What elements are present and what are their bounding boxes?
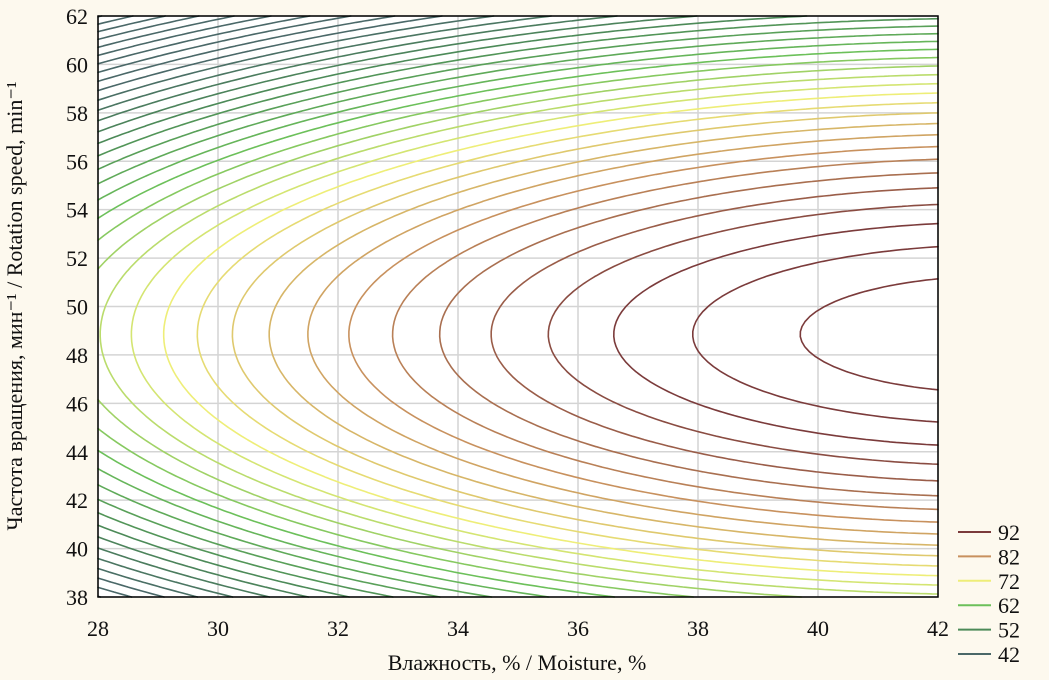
contour-level-52 [97,15,808,598]
contour-level-94 [692,245,939,423]
contour-level-66 [97,65,939,598]
contour-level-68 [99,73,939,595]
contour-level-58 [97,32,939,598]
y-tick-label: 54 [66,198,88,223]
y-tick-label: 60 [66,52,88,77]
contour-level-80 [307,133,939,535]
contour-level-84 [391,158,939,511]
plot-frame [97,15,939,598]
contour-level-70 [130,82,939,586]
legend-label: 62 [998,593,1020,618]
y-tick-label: 38 [66,585,88,610]
contour-level-34 [97,15,272,57]
contour-level-30 [97,15,200,41]
y-tick-label: 44 [66,440,88,465]
y-tick-label: 40 [66,537,88,562]
contour-level-78 [268,122,939,546]
contour-level-36 [97,15,311,65]
x-tick-label: 36 [567,616,589,641]
contour-level-48 [97,15,618,598]
x-tick-label: 40 [807,616,829,641]
contour-level-60 [97,40,939,598]
contours [97,15,939,598]
contour-level-56 [97,25,939,598]
y-tick-label: 56 [66,149,88,174]
contour-level-96 [799,278,939,391]
contour-level-92 [613,222,939,446]
contour-level-88 [490,187,939,482]
contour-level-32 [97,15,235,49]
contour-level-26 [97,15,134,25]
legend-label: 52 [998,618,1020,643]
contour-level-64 [97,56,939,598]
x-tick-label: 38 [687,616,709,641]
y-tick-label: 46 [66,391,88,416]
contour-level-42 [97,15,443,598]
y-axis-title: Частота вращения, мин⁻¹ / Rotation speed… [2,81,27,530]
y-tick-labels: 38 40 42 44 46 48 50 52 54 56 58 60 62 [66,4,88,610]
x-tick-labels: 28 30 32 34 36 38 40 42 [87,616,949,641]
y-tick-label: 50 [66,295,88,320]
contour-level-82 [348,145,939,523]
contour-level-74 [196,101,939,567]
x-tick-label: 34 [447,616,469,641]
x-tick-label: 32 [327,616,349,641]
y-tick-label: 58 [66,101,88,126]
y-tick-label: 52 [66,246,88,271]
legend-label: 82 [998,544,1020,569]
contour-level-28 [97,15,166,33]
legend-label: 42 [998,642,1020,667]
y-tick-label: 62 [66,4,88,29]
contour-level-90 [547,203,939,465]
y-tick-label: 48 [66,343,88,368]
x-tick-label: 28 [87,616,109,641]
legend-label: 92 [998,520,1020,545]
contour-level-76 [231,112,939,557]
x-tick-label: 30 [207,616,229,641]
contour-level-54 [97,17,939,598]
contour-level-86 [438,172,939,497]
contour-level-46 [97,15,552,598]
legend-label: 72 [998,569,1020,594]
x-axis-title: Влажность, % / Moisture, % [388,650,647,675]
contour-level-62 [97,48,939,598]
contour-level-50 [97,15,698,598]
contour-level-44 [97,15,495,598]
x-tick-label: 42 [927,616,949,641]
y-tick-label: 42 [66,488,88,513]
contour-level-72 [162,92,939,577]
